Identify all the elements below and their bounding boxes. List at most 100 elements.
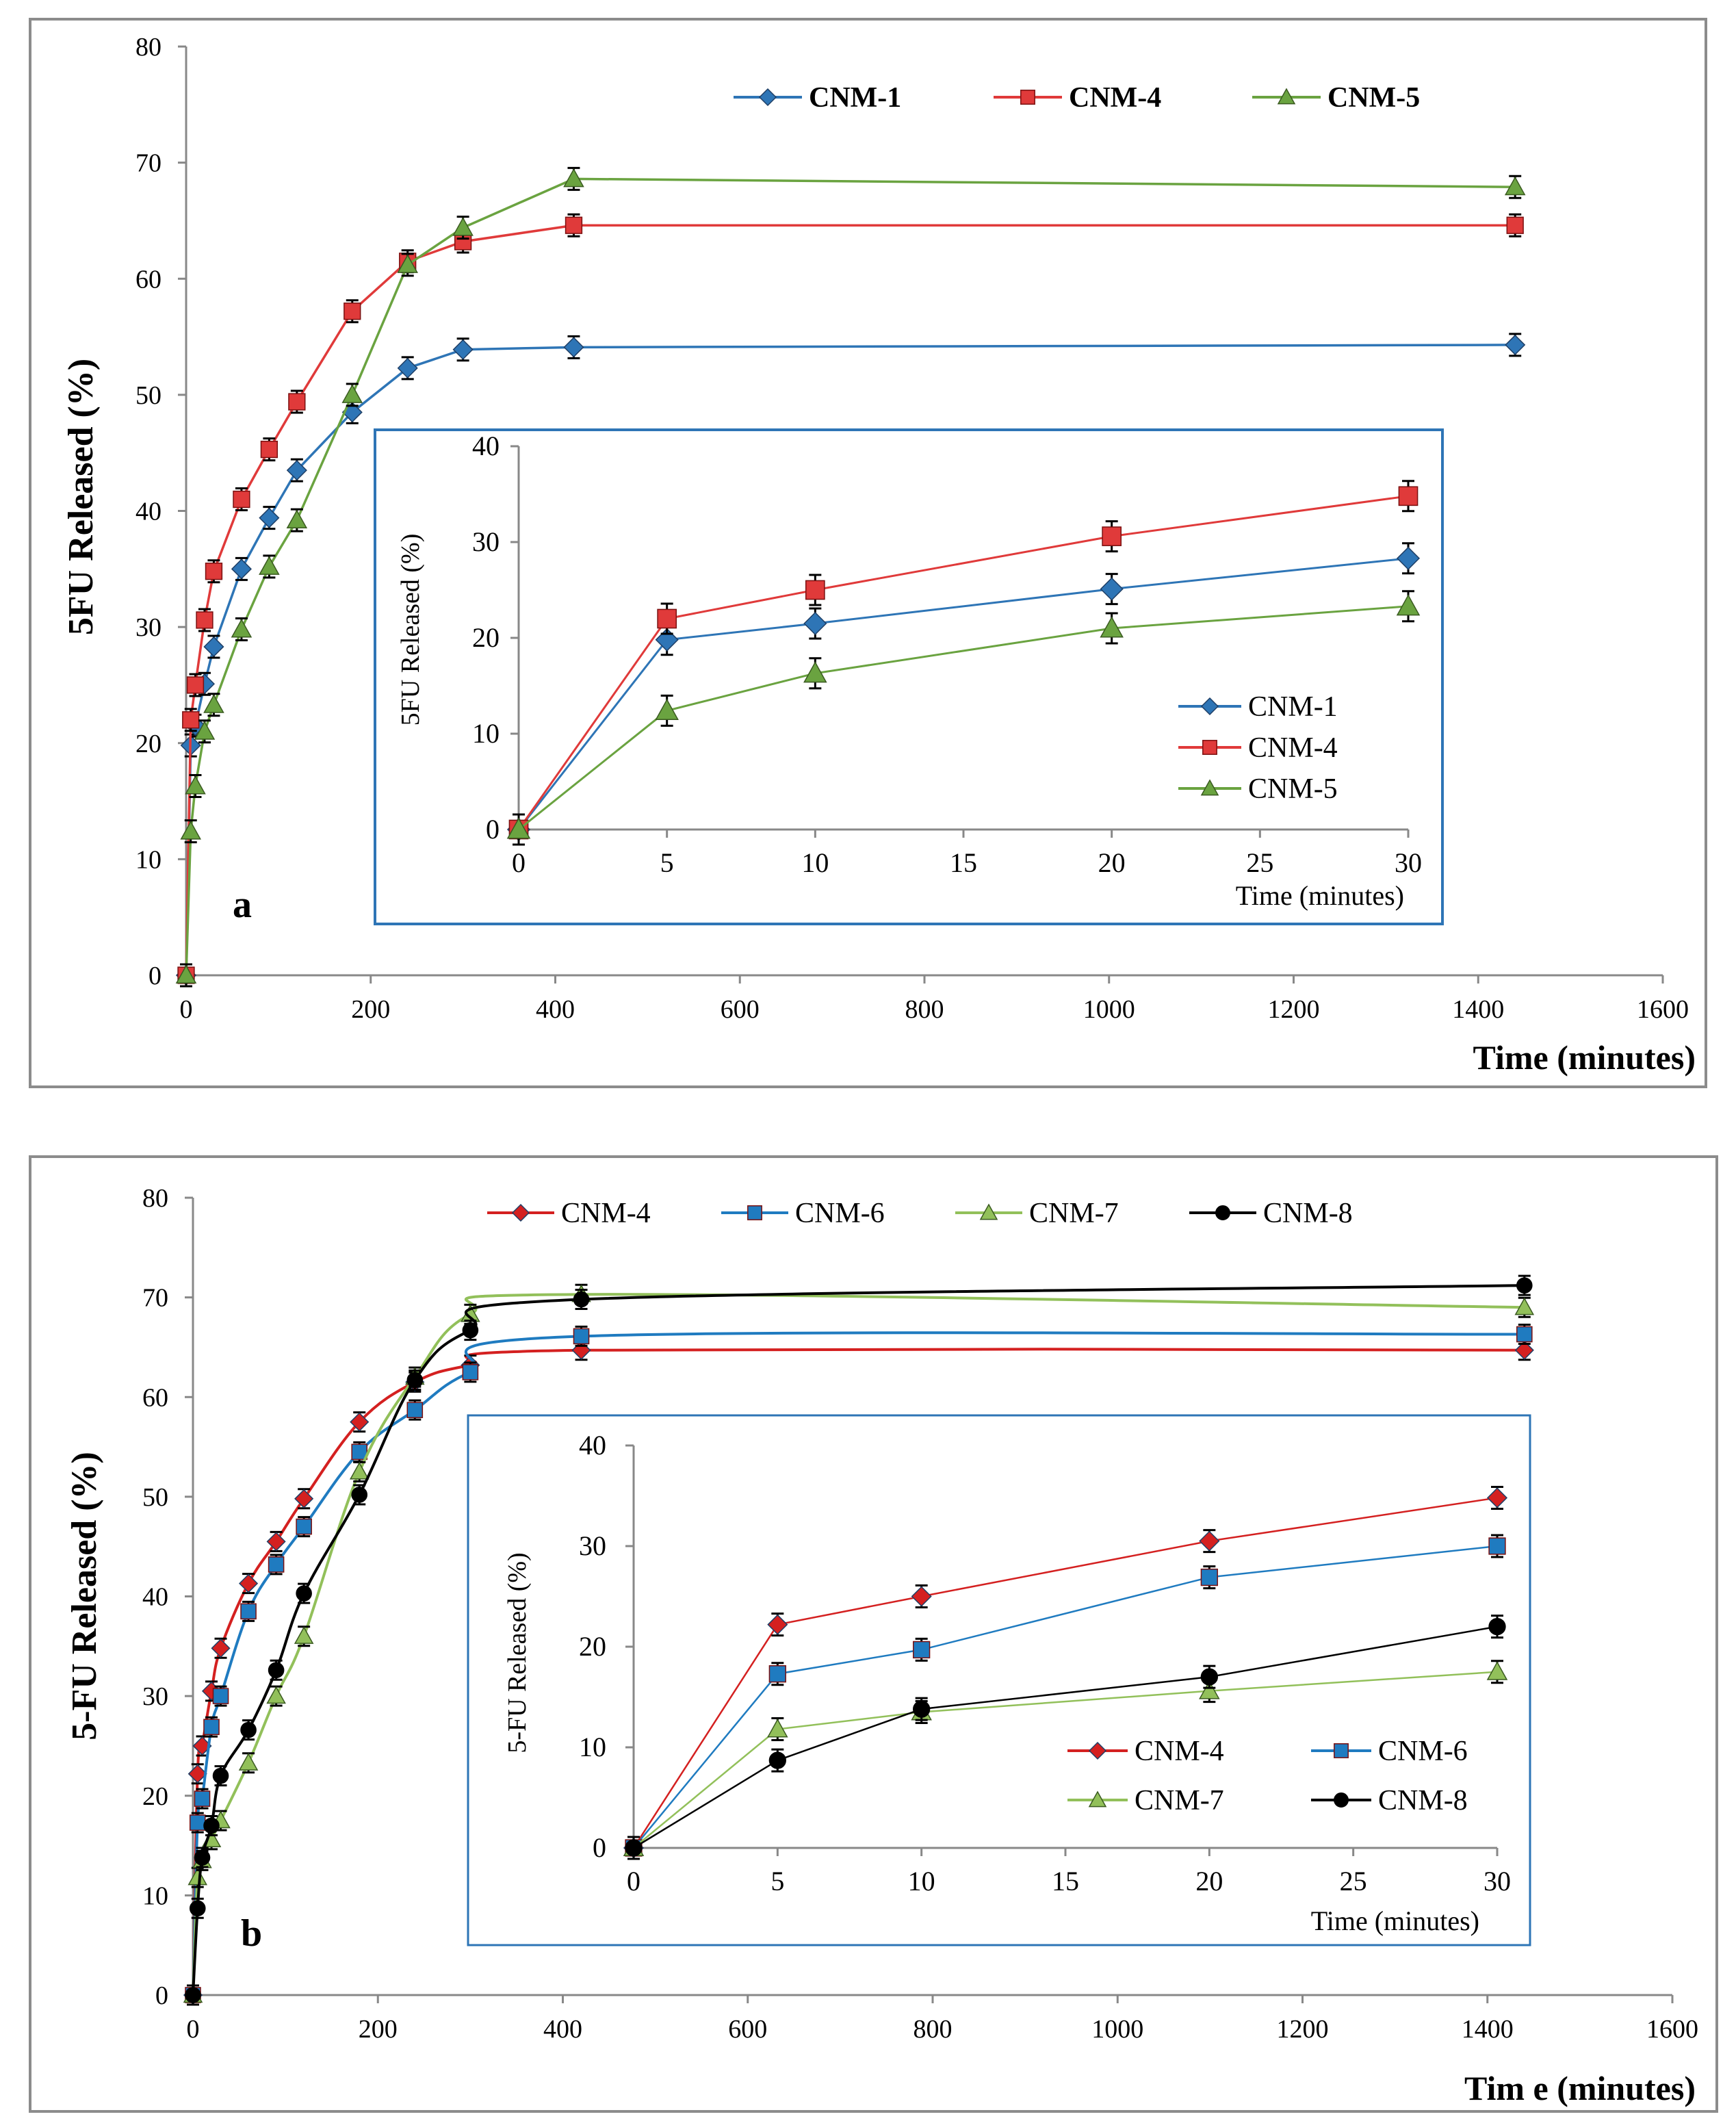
panel-b-data-point (296, 1585, 312, 1602)
panel-a-data-point (233, 490, 250, 509)
panel-b-legend-label: CNM-8 (1263, 1198, 1353, 1229)
panel-a-inset-data-point (1100, 616, 1124, 638)
panel-b-data-point (266, 1686, 286, 1704)
panel-a-y-tick-label: 70 (135, 149, 161, 178)
panel-a-data-point (341, 384, 363, 403)
panel-a-x-tick-label: 600 (721, 995, 760, 1024)
panel-a-inset-x-tick-label: 15 (950, 847, 977, 878)
panel-b-data-point (1516, 1326, 1533, 1343)
panel-a-inset-data-point (803, 611, 827, 636)
panel-b-y-tick-label: 40 (142, 1583, 168, 1612)
panel-a-inset-data-point (1398, 486, 1418, 506)
panel-a-inset-legend-label: CNM-4 (1248, 732, 1338, 764)
panel-a-inset-y-tick-label: 10 (472, 718, 500, 749)
panel-b-data-point (296, 1518, 312, 1535)
panel-b-inset-data-point (1486, 1661, 1508, 1680)
panel-b-data-point (187, 1867, 208, 1886)
panel-b-inset-legend-marker (1334, 1743, 1349, 1758)
panel-a-legend-label: CNM-1 (809, 82, 901, 114)
panel-b-data-point (203, 1719, 220, 1736)
panel-b-x-tick-label: 1600 (1646, 2015, 1698, 2044)
panel-a-inset-data-point (506, 817, 531, 839)
panel-b-x-axis-title: Tim e (minutes) (1464, 2069, 1696, 2107)
panel-b-inset-y-tick-label: 40 (579, 1430, 606, 1461)
panel-b-inset-data-point (767, 1614, 788, 1635)
panel-a-inset-data-point (803, 661, 827, 683)
panel-b-x-tick-label: 0 (187, 2015, 200, 2044)
panel-b-inset-x-tick-label: 25 (1340, 1866, 1367, 1897)
panel-b-x-tick-label: 200 (359, 2015, 398, 2044)
panel-b-inset-y-tick-label: 30 (579, 1530, 606, 1561)
panel-b-data-point (238, 1753, 259, 1771)
panel-a-inset-x-tick-label: 10 (801, 847, 829, 878)
panel-b-inset-data-point (1200, 1568, 1218, 1586)
panel-a-inset-data-point (1102, 526, 1122, 546)
panel-b-data-point (462, 1364, 479, 1380)
panel-a-inset-legend-marker (1200, 779, 1219, 796)
panel-a-data-point (260, 440, 278, 459)
panel-a-data-point (186, 676, 205, 694)
panel-b-legend-label: CNM-4 (561, 1198, 651, 1229)
panel-a-data-point (231, 558, 252, 580)
panel-b-data-point (239, 1573, 259, 1593)
panel-a-data-point (194, 721, 216, 740)
panel-a-inset-y-tick-label: 40 (472, 430, 500, 461)
panel-a-y-tick-label: 30 (135, 613, 161, 642)
panel-b-inset-frame (467, 1414, 1531, 1946)
panel-a-inset-data-point (1396, 594, 1421, 616)
panel-a-data-point (563, 337, 584, 358)
panel-b-data-point (240, 1721, 257, 1738)
panel-a-data-point (185, 775, 206, 795)
panel-b-inset-data-point (1488, 1617, 1506, 1636)
panel-b-inset-y-tick-label: 10 (579, 1732, 606, 1762)
panel-a-data-point (565, 216, 583, 234)
panel-b-y-tick-label: 70 (142, 1284, 168, 1313)
panel-b-data-point (294, 1489, 314, 1508)
panel-a-inset-y-tick-label: 30 (472, 526, 500, 557)
panel-b-inset-legend-label: CNM-7 (1135, 1785, 1224, 1816)
panel-b-inset-legend-label: CNM-8 (1378, 1785, 1468, 1816)
panel-b-inset-x-tick-label: 20 (1195, 1866, 1223, 1897)
panel-a-inset-x-tick-label: 30 (1395, 847, 1422, 878)
panel-b-legend-label: CNM-7 (1029, 1198, 1119, 1229)
panel-b-x-tick-label: 1200 (1277, 2015, 1329, 2044)
panel-a-data-point (563, 168, 584, 188)
panel-b-y-tick-label: 20 (142, 1782, 168, 1811)
panel-b-data-point (294, 1626, 314, 1644)
panel-a-data-point (175, 964, 197, 984)
panel-b-inset-data-point (1486, 1487, 1508, 1508)
panel-b-data-point (268, 1662, 285, 1679)
panel-a-y-axis-title: 5FU Released (%) (62, 359, 101, 635)
panel-a-data-point (196, 611, 213, 629)
panel-b-inset-x-tick-label: 15 (1052, 1866, 1079, 1897)
panel-a-inset-x-tick-label: 5 (660, 847, 674, 878)
panel-a-inset-legend-marker (1200, 697, 1219, 716)
panel-a-data-point (286, 509, 308, 529)
panel-b-data-point (185, 1987, 201, 2003)
panel-b-inset-legend-marker (1334, 1792, 1349, 1808)
panel-b-legend-marker (511, 1203, 530, 1222)
panel-b-data-point (351, 1487, 368, 1503)
panel-b-y-tick-label: 0 (155, 1981, 168, 2010)
panel-b-inset-x-tick-label: 10 (908, 1866, 935, 1897)
panel-a-letter: a (233, 884, 252, 926)
panel-a-data-point (203, 636, 224, 658)
panel-b-data-point (212, 1688, 229, 1704)
panel-b-inset-x-tick-label: 30 (1484, 1866, 1511, 1897)
panel-b-data-point (187, 1764, 207, 1784)
panel-a-data-point (231, 618, 252, 638)
panel-b-inset-data-point (913, 1700, 931, 1718)
panel-b-data-point (194, 1849, 211, 1866)
panel-b-legend-marker (979, 1203, 998, 1220)
panel-a-data-point (182, 711, 200, 729)
panel-b-data-point (406, 1372, 424, 1389)
panel-b-inset-data-point (1200, 1668, 1218, 1686)
panel-b-inset-x-tick-label: 5 (770, 1866, 784, 1897)
panel-b-x-tick-label: 1400 (1462, 2015, 1514, 2044)
panel-b-data-point (462, 1322, 479, 1339)
panel-b-inset-data-point (1199, 1680, 1220, 1699)
panel-b-y-tick-label: 10 (142, 1881, 168, 1910)
panel-a-legend-marker (1277, 88, 1296, 105)
panel-b-inset-y-tick-label: 0 (593, 1832, 606, 1863)
